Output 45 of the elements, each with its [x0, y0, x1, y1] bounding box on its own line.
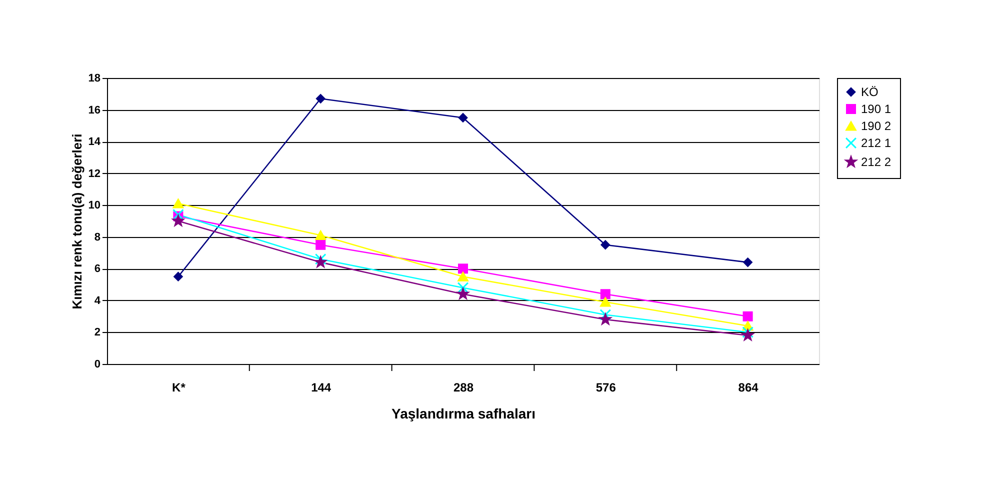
legend-label: 212 1	[861, 136, 892, 150]
point	[600, 309, 612, 320]
point	[172, 198, 184, 208]
x-tick-label: 576	[596, 380, 616, 394]
x-tick-label: 864	[738, 380, 759, 394]
point	[458, 272, 468, 282]
point	[743, 258, 752, 267]
legend-label: 190 1	[861, 102, 892, 116]
legend-label: 190 2	[861, 119, 892, 133]
legend-label: 212 2	[861, 155, 892, 169]
point	[315, 230, 326, 240]
point	[316, 94, 326, 104]
point	[457, 282, 469, 294]
x-tick-label: 288	[453, 380, 474, 394]
y-tick-label: 12	[88, 168, 100, 180]
y-tick-label: 18	[88, 72, 100, 84]
y-tick-label: 4	[94, 294, 102, 307]
x-axis-title: Yaşlandırma safhaları	[392, 406, 536, 422]
point	[600, 240, 610, 250]
y-axis-title: Kımızı renk tonu(a) değerleri	[69, 134, 84, 310]
y-tick-label: 6	[94, 263, 100, 276]
x-tick-label: 144	[311, 380, 332, 394]
y-tick-label: 0	[94, 358, 100, 370]
y-tick-label: 8	[94, 231, 100, 244]
point	[742, 326, 754, 338]
x-tick-label: K*	[172, 380, 186, 394]
y-tick-label: 10	[88, 200, 100, 212]
point	[172, 215, 184, 226]
point	[172, 208, 184, 220]
y-tick-label: 14	[88, 136, 102, 148]
point	[742, 311, 753, 322]
point	[458, 113, 468, 122]
legend-label: KÖ	[861, 85, 878, 99]
point	[457, 288, 469, 300]
point	[458, 264, 468, 274]
y-tick-label: 2	[94, 326, 100, 339]
y-tick-label: 16	[88, 104, 100, 116]
point	[600, 289, 610, 300]
point	[316, 240, 326, 250]
point	[742, 329, 754, 340]
point	[314, 253, 326, 265]
point	[600, 314, 612, 325]
point	[174, 272, 183, 282]
point	[600, 297, 611, 307]
point	[314, 256, 326, 268]
